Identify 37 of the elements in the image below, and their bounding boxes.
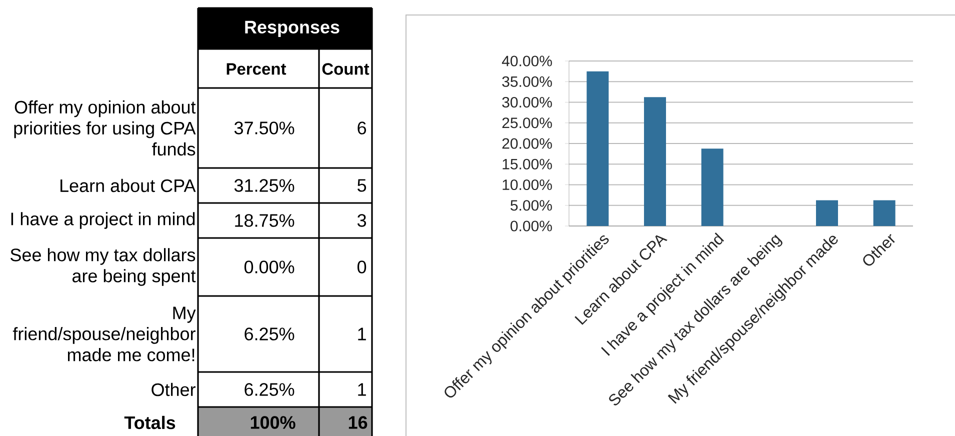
y-tick-label: 40.00% bbox=[502, 56, 552, 66]
bar bbox=[701, 148, 724, 226]
category-label: Learn about CPA bbox=[60, 178, 196, 192]
data-label: 18.75% bbox=[235, 214, 294, 227]
category-label: Offer my opinion about priorities for using CPA funds bbox=[14, 100, 196, 156]
data-label: 6 bbox=[358, 122, 366, 134]
data-label: 31.25% bbox=[234, 179, 294, 192]
text: 100% bbox=[250, 416, 296, 429]
data-label: 37.50% bbox=[234, 122, 294, 134]
y-tick-label: 5.00% bbox=[510, 200, 552, 211]
category-label: See how my tax dollars are being spent bbox=[10, 248, 196, 286]
data-label: 1 bbox=[358, 383, 366, 396]
bar bbox=[816, 200, 838, 226]
data-label: 0 bbox=[358, 260, 366, 274]
category-label: My friend/spouse/neighbor made me come! bbox=[12, 306, 196, 362]
bar bbox=[586, 71, 609, 226]
y-tick-label: 15.00% bbox=[502, 158, 552, 170]
data-label: 0.00% bbox=[244, 260, 294, 274]
text: Percent bbox=[226, 63, 286, 75]
category-label: I have a project in mind bbox=[11, 212, 195, 229]
bar bbox=[644, 97, 666, 226]
text: 16 bbox=[348, 416, 368, 429]
text: Responses bbox=[245, 20, 340, 38]
y-tick-label: 35.00% bbox=[502, 76, 552, 87]
data-label: 5 bbox=[358, 179, 366, 192]
y-tick-label: 20.00% bbox=[502, 138, 552, 149]
y-tick-label: 30.00% bbox=[502, 96, 552, 108]
y-tick-label: 25.00% bbox=[502, 118, 552, 128]
text: Count bbox=[322, 63, 370, 75]
data-label: 6.25% bbox=[244, 328, 294, 340]
data-label: 3 bbox=[357, 214, 366, 227]
y-tick-label: 10.00% bbox=[502, 179, 552, 190]
y-tick-label: 0.00% bbox=[510, 220, 552, 232]
bar bbox=[873, 200, 896, 226]
data-label: 6.25% bbox=[244, 383, 294, 396]
text: Totals bbox=[124, 416, 176, 430]
data-label: 1 bbox=[358, 328, 366, 340]
